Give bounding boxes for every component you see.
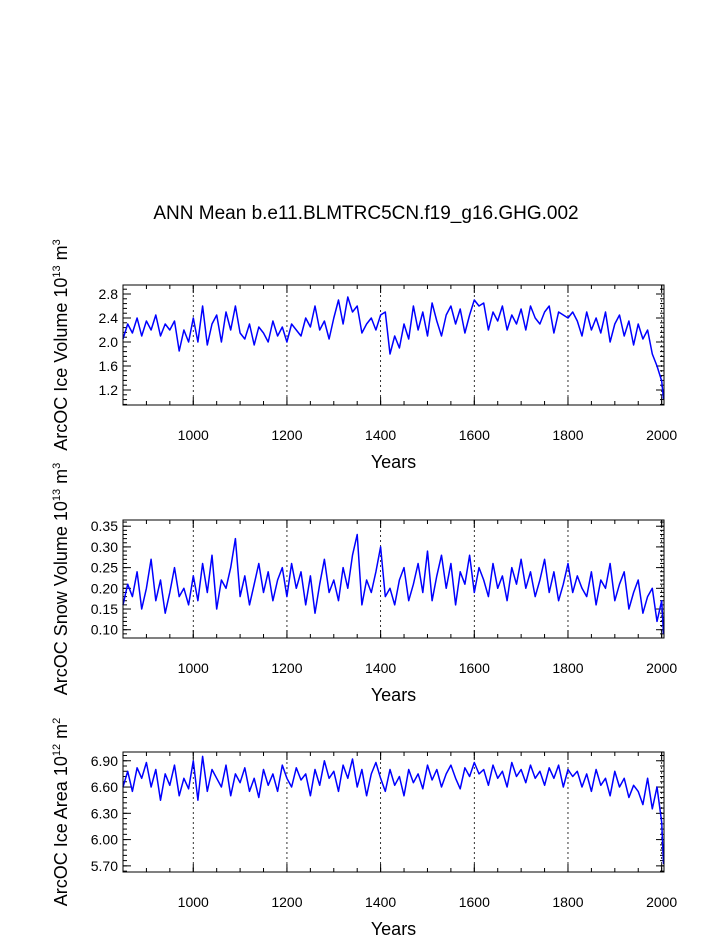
y-axis-label-part: m bbox=[51, 469, 71, 484]
x-tick-label: 1600 bbox=[459, 427, 490, 443]
x-tick-label: 2000 bbox=[646, 660, 677, 676]
y-axis-label-part: 12 bbox=[51, 744, 63, 756]
y-axis-label-part: 3 bbox=[51, 463, 63, 469]
x-tick-label: 2000 bbox=[646, 894, 677, 910]
x-axis-label: Years bbox=[371, 452, 416, 472]
x-axis-label: Years bbox=[371, 919, 416, 935]
y-axis-label: ArcOC Snow Volume 1013 m3 bbox=[51, 463, 71, 695]
y-tick-label: 0.10 bbox=[91, 622, 118, 638]
y-tick-label: 6.60 bbox=[91, 779, 118, 795]
y-axis-label-part: ArcOC Ice Area 10 bbox=[51, 756, 71, 906]
x-tick-label: 1200 bbox=[271, 427, 302, 443]
x-tick-label: 1800 bbox=[552, 660, 583, 676]
series-line bbox=[122, 755, 665, 865]
x-tick-label: 1000 bbox=[178, 660, 209, 676]
y-tick-label: 1.6 bbox=[99, 358, 119, 374]
x-tick-label: 2000 bbox=[646, 427, 677, 443]
y-tick-label: 2.0 bbox=[99, 334, 119, 350]
x-axis-label: Years bbox=[371, 685, 416, 705]
plot-frame bbox=[122, 751, 665, 873]
y-axis-label-part: ArcOC Ice Volume 10 bbox=[51, 278, 71, 451]
x-tick-label: 1000 bbox=[178, 894, 209, 910]
series-line bbox=[122, 533, 665, 634]
x-tick-label: 1800 bbox=[552, 894, 583, 910]
y-axis-label-part: ArcOC Snow Volume 10 bbox=[51, 501, 71, 695]
chart-panel-3: 1000 1200 1400 1600 1800 2000 5.70 6.00 6.30 6.60… bbox=[51, 718, 677, 935]
y-axis-label-part: 3 bbox=[51, 239, 63, 245]
y-axis-label-part: 13 bbox=[51, 489, 63, 501]
x-tick-label: 1200 bbox=[271, 894, 302, 910]
y-axis-label-part: 2 bbox=[51, 718, 63, 724]
x-tick-label: 1200 bbox=[271, 660, 302, 676]
series-line bbox=[122, 296, 665, 400]
x-tick-label: 1400 bbox=[365, 660, 396, 676]
y-tick-label: 2.4 bbox=[99, 310, 119, 326]
plot-frame bbox=[122, 284, 665, 406]
y-tick-label: 6.30 bbox=[91, 805, 118, 821]
y-tick-label: 5.70 bbox=[91, 858, 118, 874]
y-tick-label: 2.8 bbox=[99, 286, 119, 302]
figure-title: ANN Mean b.e11.BLMTRC5CN.f19_g16.GHG.002 bbox=[153, 203, 578, 224]
x-tick-label: 1600 bbox=[459, 894, 490, 910]
y-tick-label: 1.2 bbox=[99, 382, 119, 398]
y-tick-label: 6.90 bbox=[91, 753, 118, 769]
y-tick-label: 6.00 bbox=[91, 832, 118, 848]
y-tick-label: 0.35 bbox=[91, 518, 118, 534]
y-axis-label-part: 13 bbox=[51, 265, 63, 277]
y-tick-label: 0.25 bbox=[91, 560, 118, 576]
x-tick-label: 1600 bbox=[459, 660, 490, 676]
chart-panel-2: 1000 1200 1400 1600 1800 2000 0.10 0.15 0.20 0.25… bbox=[51, 463, 677, 705]
y-axis-label: ArcOC Ice Volume 1013 m3 bbox=[51, 239, 71, 450]
y-tick-label: 0.15 bbox=[91, 601, 118, 617]
x-tick-label: 1400 bbox=[365, 894, 396, 910]
y-tick-label: 0.30 bbox=[91, 539, 118, 555]
y-axis-label-part: m bbox=[51, 245, 71, 260]
y-axis-label: ArcOC Ice Area 1012 m2 bbox=[51, 718, 71, 906]
y-tick-label: 0.20 bbox=[91, 580, 118, 596]
x-tick-label: 1000 bbox=[178, 427, 209, 443]
panels: 1000 1200 1400 1600 1800 2000 1.2 1.6 2.0 2.4 2.8 Y… bbox=[51, 239, 677, 935]
plot-frame bbox=[122, 519, 665, 639]
x-tick-label: 1400 bbox=[365, 427, 396, 443]
y-axis-label-part: m bbox=[51, 724, 71, 739]
x-tick-label: 1800 bbox=[552, 427, 583, 443]
chart-panel-1: 1000 1200 1400 1600 1800 2000 1.2 1.6 2.0 2.4 2.8 Y… bbox=[51, 239, 677, 472]
